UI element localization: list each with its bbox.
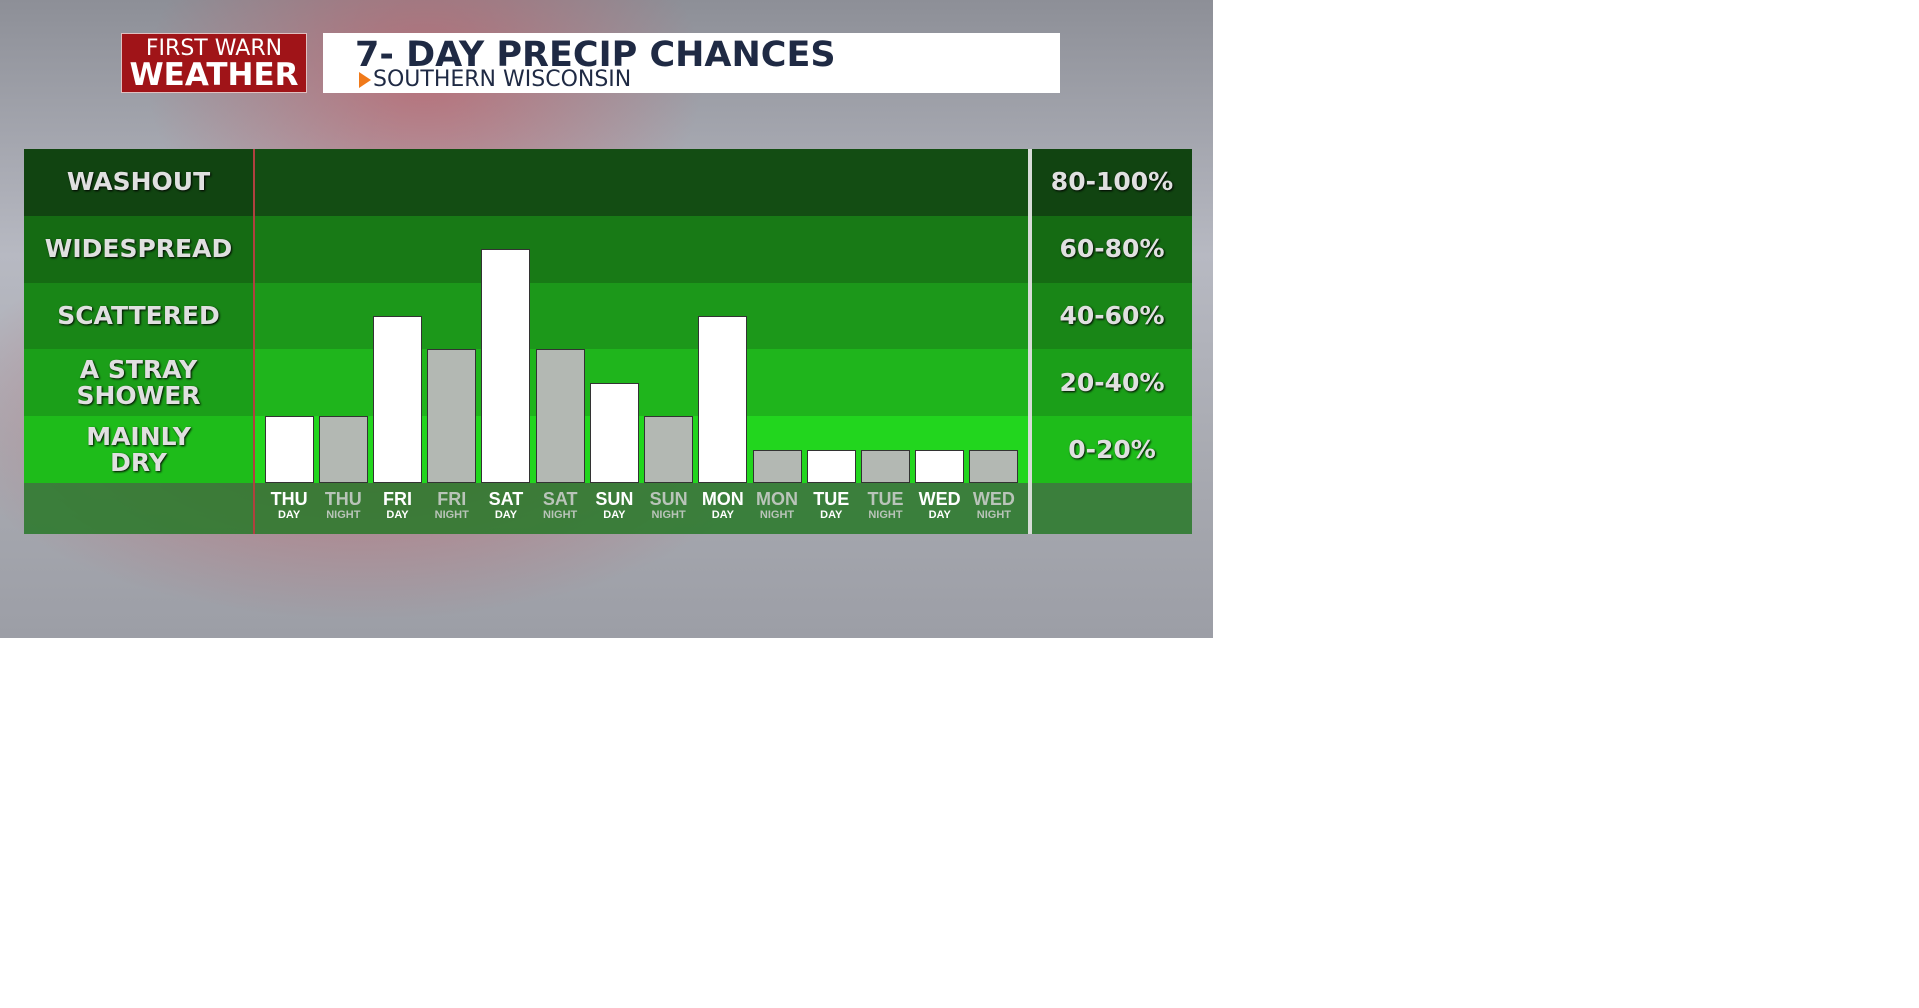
x-tick-label: FRI DAY [368,489,428,521]
x-tick-day: SUN [595,489,634,509]
bar [915,449,965,483]
x-tick-day: TUE [867,489,904,509]
x-tick-part: NIGHT [868,509,903,521]
label-row [24,483,253,534]
bar [535,349,585,483]
x-tick-part: DAY [277,509,301,521]
x-tick-day: THU [270,489,308,509]
x-tick-day: SAT [542,489,578,509]
chart-title: 7- DAY PRECIP CHANCES [355,35,836,75]
divider [1028,149,1032,534]
x-tick-part: DAY [928,509,951,521]
bar [698,316,748,483]
x-tick-label: THU NIGHT [313,489,373,521]
x-tick-day: TUE [813,489,850,509]
x-tick-label: FRI NIGHT [422,489,482,521]
x-tick-label: SUN DAY [584,489,644,521]
bar [752,449,802,483]
label-row [255,483,1028,534]
x-tick-day: FRI [383,489,413,509]
chart-subtitle: SOUTHERN WISCONSIN [373,67,632,92]
x-tick-label: TUE NIGHT [855,489,915,521]
logo-bottom: WEATHER [129,57,299,93]
x-tick-part: NIGHT [543,509,578,521]
x-tick-day: WED [972,489,1015,509]
x-tick-day: MON [756,489,799,509]
band-range: 40-60% [1032,282,1192,350]
logo-top: FIRST WARN [145,36,283,61]
divider [253,149,255,534]
bar [427,349,477,483]
title-box: 7- DAY PRECIP CHANCES SOUTHERN WISCONSIN [323,33,1060,93]
bar [264,416,314,483]
bar [318,416,368,483]
x-tick-part: DAY [603,509,626,521]
band-range: 80-100% [1032,149,1192,216]
x-tick-label: MON NIGHT [747,489,807,521]
band-label: SCATTERED [24,282,253,350]
logo: FIRST WARN WEATHER [121,33,307,93]
band-label: MAINLY DRY [24,416,253,483]
x-tick-part: DAY [820,509,843,521]
bar [589,382,639,483]
bar [969,449,1019,483]
x-tick-part: DAY [494,509,518,521]
x-tick-label: MON DAY [693,489,753,521]
x-tick-part: NIGHT [434,509,469,521]
x-tick-day: THU [324,489,362,509]
band [255,282,1028,350]
bar [481,249,531,483]
band-label: WASHOUT [24,149,253,216]
x-tick-label: TUE DAY [801,489,861,521]
x-tick-part: NIGHT [976,509,1011,521]
bar [860,449,910,483]
x-tick-part: NIGHT [326,509,361,521]
band-range: 0-20% [1032,416,1192,483]
x-tick-label: WED NIGHT [964,489,1024,521]
band [255,349,1028,417]
band-label: A STRAY SHOWER [24,349,253,417]
subtitle-arrow [359,72,371,88]
x-tick-label: SAT DAY [476,489,536,521]
x-tick-day: FRI [437,489,467,509]
band-range: 20-40% [1032,349,1192,417]
x-tick-label: SUN NIGHT [639,489,699,521]
bar [373,316,423,483]
bar [806,449,856,483]
label-row [1032,483,1192,534]
band [255,416,1028,483]
x-tick-day: SAT [488,489,524,509]
x-tick-day: MON [701,489,744,509]
x-tick-day: WED [918,489,961,509]
band-label: WIDESPREAD [24,215,253,283]
x-tick-day: SUN [649,489,688,509]
band-range: 60-80% [1032,215,1192,283]
x-tick-part: DAY [711,509,734,521]
x-tick-label: WED DAY [910,489,970,521]
x-tick-part: DAY [386,509,409,521]
x-tick-part: NIGHT [759,509,795,521]
band [255,149,1028,216]
x-tick-label: SAT NIGHT [530,489,590,521]
x-tick-part: NIGHT [651,509,686,521]
bar [644,416,694,483]
band [255,215,1028,283]
x-tick-label: THU DAY [259,489,319,521]
